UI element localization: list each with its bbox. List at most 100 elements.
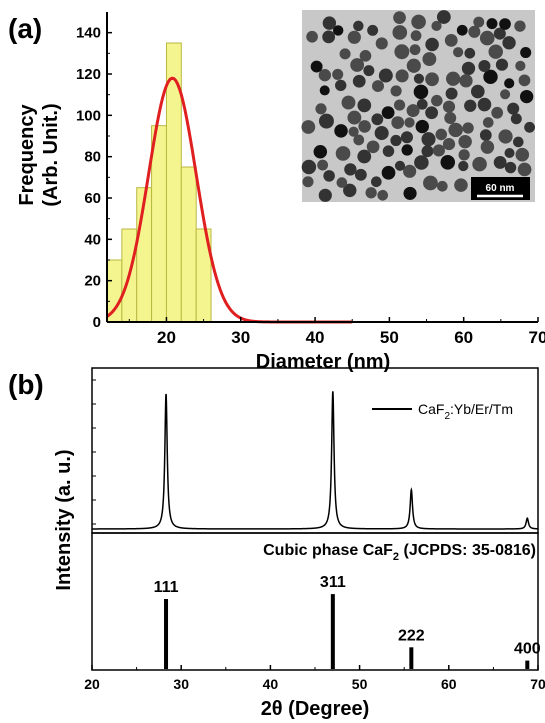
tem-particle <box>464 47 476 59</box>
tem-particle <box>472 156 487 172</box>
tem-particle <box>421 132 436 147</box>
x-tick-label: 60 <box>441 676 457 692</box>
tem-particle <box>486 18 498 30</box>
tem-particle <box>301 159 317 175</box>
tem-particle <box>332 25 344 36</box>
tem-particle <box>444 112 457 124</box>
tem-particle <box>468 25 481 38</box>
reference-stick-label: 111 <box>154 579 179 596</box>
tem-particle <box>491 106 504 119</box>
tem-particle <box>378 68 393 83</box>
tem-particle <box>409 44 421 56</box>
tem-particle <box>367 24 379 36</box>
tem-particle <box>335 146 351 161</box>
tem-particle <box>448 122 463 138</box>
tem-particle <box>436 10 451 24</box>
tem-particle <box>334 124 348 138</box>
x-tick-label: 50 <box>380 328 399 347</box>
tem-particle <box>495 58 509 71</box>
tem-particle <box>520 89 534 104</box>
panel-a-xlabel: Diameter (nm) <box>256 351 390 373</box>
tem-particle <box>458 134 472 149</box>
panel-a-label: (a) <box>8 13 42 44</box>
reference-stick-label: 311 <box>320 574 346 591</box>
tem-particle <box>306 30 318 43</box>
tem-particle <box>371 113 384 126</box>
tem-particle <box>403 186 417 200</box>
panel-b-legend: CaF2:Yb/Er/Tm <box>372 401 513 422</box>
histogram-bar <box>106 259 123 323</box>
panel-b-xlabel: 2θ (Degree) <box>261 698 370 720</box>
tem-particle <box>416 98 428 110</box>
tem-particle <box>499 18 511 30</box>
x-tick-label: 60 <box>454 328 473 347</box>
panel-a: (a) 60 nm 0 20 40 60 80 100 120 140 20 30 40 50 60 70… <box>8 10 545 373</box>
tem-particle <box>440 155 456 170</box>
tem-particle <box>413 73 425 84</box>
tem-particle <box>458 149 470 161</box>
tem-particle <box>470 84 485 99</box>
tem-particle <box>401 144 413 156</box>
tem-particle <box>318 113 334 129</box>
tem-particle <box>372 80 384 93</box>
y-tick-label: 60 <box>84 190 101 207</box>
tem-particle <box>301 120 316 134</box>
tem-particle <box>421 145 434 158</box>
panel-b-axes: 20 30 40 50 60 70 <box>84 379 545 692</box>
tem-particle <box>498 129 513 144</box>
tem-particle <box>520 46 532 59</box>
tem-particle <box>524 121 535 133</box>
tem-particle <box>323 170 335 182</box>
tem-particle <box>442 100 456 113</box>
tem-particle <box>431 94 443 107</box>
reference-stick <box>409 647 414 669</box>
tem-particle <box>446 71 461 86</box>
tem-particle <box>403 164 417 178</box>
tem-particle <box>514 20 526 32</box>
tem-particle <box>404 117 415 128</box>
tem-particle <box>313 145 328 159</box>
tem-particle <box>336 177 348 188</box>
x-tick-label: 20 <box>157 328 176 347</box>
tem-particle <box>344 163 357 176</box>
panel-b-label: (b) <box>8 369 44 400</box>
tem-particle <box>377 189 389 201</box>
tem-particle <box>462 122 474 134</box>
tem-particle <box>339 48 351 60</box>
tem-particle <box>444 33 458 47</box>
tem-particle <box>477 97 492 112</box>
tem-particle <box>458 160 469 172</box>
x-tick-label: 30 <box>173 676 189 692</box>
y-tick-label: 0 <box>93 314 101 331</box>
tem-particle <box>358 120 371 133</box>
tem-particle <box>425 72 439 87</box>
tem-particle <box>442 137 456 151</box>
tem-particle <box>357 149 372 164</box>
reference-title-prefix: Cubic phase CaF <box>263 542 393 559</box>
tem-particle <box>422 52 437 67</box>
tem-inset: 60 nm <box>301 10 535 202</box>
x-tick-label: 70 <box>529 328 545 347</box>
tem-nanoparticles <box>301 10 535 202</box>
y-tick-label: 120 <box>76 66 101 83</box>
y-tick-label: 40 <box>84 231 101 248</box>
tem-particle <box>478 59 491 72</box>
tem-particle <box>381 165 396 180</box>
y-tick-label: 20 <box>84 273 101 290</box>
tem-particle <box>445 87 458 100</box>
x-tick-label: 50 <box>352 676 368 692</box>
tem-particle <box>410 30 422 42</box>
tem-particle <box>425 106 439 120</box>
reference-title: Cubic phase CaF2 (JCPDS: 35-0816) <box>263 542 536 563</box>
tem-particle <box>513 136 524 148</box>
x-tick-label: 30 <box>231 328 250 347</box>
panel-a-axes: 0 20 40 60 80 100 120 140 20 30 40 50 60 70 <box>76 12 545 347</box>
tem-particle <box>310 60 323 73</box>
x-tick-label: 40 <box>263 676 279 692</box>
reference-sticks: 111 311 222 400 <box>154 574 541 669</box>
y-tick-label: 140 <box>76 25 101 42</box>
tem-particle <box>366 140 380 154</box>
tem-particle <box>390 134 402 147</box>
tem-particle <box>357 98 372 113</box>
